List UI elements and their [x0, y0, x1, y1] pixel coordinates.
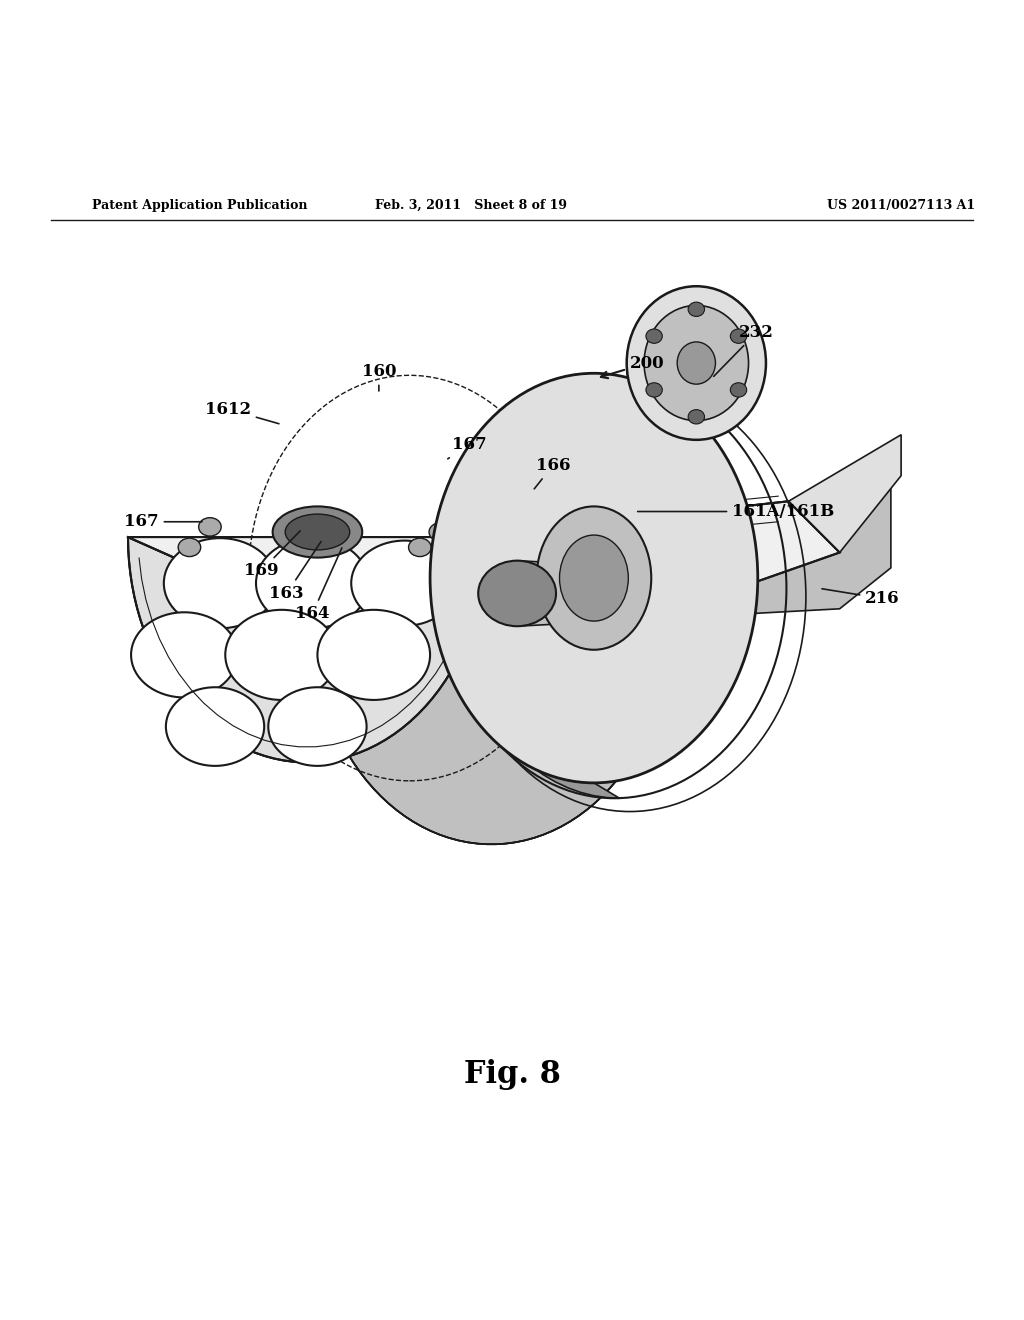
Ellipse shape — [646, 329, 663, 343]
Ellipse shape — [180, 554, 270, 623]
Text: Fig. 8: Fig. 8 — [464, 1059, 560, 1090]
Polygon shape — [128, 537, 671, 619]
Text: 167: 167 — [447, 437, 486, 459]
Ellipse shape — [430, 374, 758, 783]
Ellipse shape — [272, 554, 362, 623]
Ellipse shape — [317, 610, 430, 700]
Polygon shape — [128, 537, 671, 845]
Ellipse shape — [644, 305, 749, 421]
Ellipse shape — [730, 383, 746, 397]
Ellipse shape — [164, 539, 276, 628]
Text: 166: 166 — [535, 457, 570, 488]
Ellipse shape — [677, 342, 716, 384]
Text: 216: 216 — [822, 589, 900, 607]
Polygon shape — [788, 434, 901, 553]
Ellipse shape — [272, 507, 362, 557]
Text: 160: 160 — [361, 363, 396, 391]
Ellipse shape — [688, 409, 705, 424]
Polygon shape — [517, 561, 594, 626]
Ellipse shape — [351, 541, 458, 626]
Text: US 2011/0027113 A1: US 2011/0027113 A1 — [827, 199, 975, 211]
Polygon shape — [430, 374, 620, 799]
Ellipse shape — [688, 302, 705, 317]
Text: 167: 167 — [124, 513, 202, 531]
Ellipse shape — [166, 688, 264, 766]
Ellipse shape — [559, 535, 629, 622]
Ellipse shape — [537, 507, 651, 649]
Ellipse shape — [131, 612, 238, 697]
Ellipse shape — [256, 539, 369, 628]
Ellipse shape — [409, 539, 431, 557]
Polygon shape — [466, 502, 840, 619]
Polygon shape — [128, 537, 486, 763]
Ellipse shape — [178, 539, 201, 557]
Ellipse shape — [627, 286, 766, 440]
Ellipse shape — [147, 628, 232, 692]
Ellipse shape — [180, 702, 259, 760]
Text: 232: 232 — [714, 323, 774, 376]
Ellipse shape — [199, 517, 221, 536]
Ellipse shape — [334, 627, 424, 694]
Text: 163: 163 — [269, 541, 322, 602]
Text: 1612: 1612 — [205, 401, 279, 424]
Text: 161A/161B: 161A/161B — [638, 503, 835, 520]
Ellipse shape — [730, 329, 746, 343]
Ellipse shape — [242, 627, 332, 694]
Ellipse shape — [429, 523, 452, 541]
Ellipse shape — [225, 610, 338, 700]
Text: 164: 164 — [295, 548, 342, 623]
Ellipse shape — [368, 557, 453, 620]
Text: 200: 200 — [601, 355, 665, 379]
Text: 169: 169 — [244, 531, 300, 579]
Ellipse shape — [285, 513, 350, 550]
Ellipse shape — [478, 561, 556, 626]
Polygon shape — [627, 286, 712, 447]
Ellipse shape — [283, 702, 361, 760]
Text: Patent Application Publication: Patent Application Publication — [92, 199, 307, 211]
Polygon shape — [466, 455, 891, 619]
Text: Feb. 3, 2011   Sheet 8 of 19: Feb. 3, 2011 Sheet 8 of 19 — [375, 199, 567, 211]
Ellipse shape — [268, 688, 367, 766]
Ellipse shape — [646, 383, 663, 397]
